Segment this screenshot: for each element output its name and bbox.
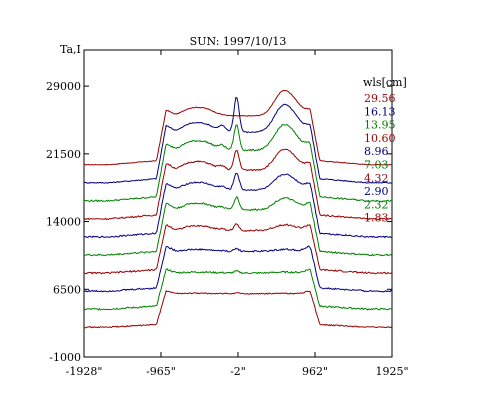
legend-entry: 4.32 xyxy=(364,172,389,185)
legend-title: wls[cm] xyxy=(363,76,407,89)
chart-title: SUN: 1997/10/13 xyxy=(190,35,287,48)
y-tick-label: 29000 xyxy=(46,80,81,93)
legend-entry: 1.83 xyxy=(364,212,389,225)
legend-entry: 7.03 xyxy=(364,159,389,172)
series-line xyxy=(83,96,393,184)
x-tick-label: -1928" xyxy=(66,365,103,378)
series-line xyxy=(83,124,392,203)
legend-entry: 29.56 xyxy=(364,92,396,105)
x-tick-label: 962" xyxy=(302,365,328,378)
x-tick-label: -2" xyxy=(230,365,246,378)
series-line xyxy=(83,195,393,257)
series-line xyxy=(83,245,393,293)
y-tick-label: 14000 xyxy=(46,216,81,229)
legend-entry: 2.32 xyxy=(364,198,389,211)
series-line xyxy=(83,290,393,329)
series-line xyxy=(83,268,393,311)
y-tick-label: 6500 xyxy=(53,283,81,296)
legend-entry: 16.13 xyxy=(364,105,396,118)
y-tick-label: 21500 xyxy=(46,148,81,161)
y-axis-label: Ta,I xyxy=(60,43,81,56)
plot-frame xyxy=(83,49,393,358)
series-line xyxy=(84,89,393,166)
legend-entry: 8.96 xyxy=(364,145,389,158)
series-line xyxy=(83,173,393,239)
legend-entry: 2.90 xyxy=(364,185,389,198)
series-line xyxy=(83,223,393,275)
y-tick-label: -1000 xyxy=(49,351,81,364)
series-line xyxy=(83,148,393,221)
x-tick-label: -965" xyxy=(146,365,176,378)
legend-entry: 10.60 xyxy=(364,132,396,145)
x-tick-label: 1925" xyxy=(375,365,408,378)
legend-entry: 13.95 xyxy=(364,119,396,132)
